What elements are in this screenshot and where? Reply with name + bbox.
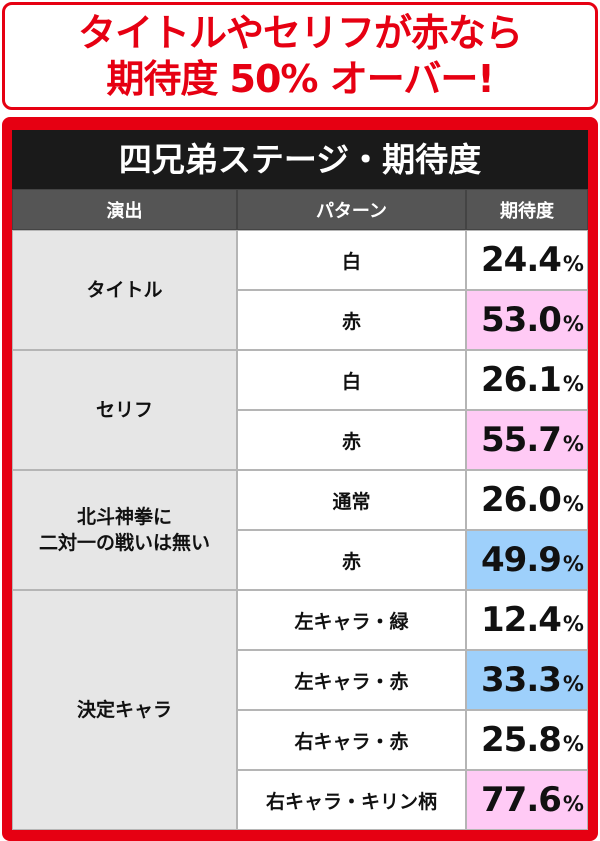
pattern-cell: 通常 — [237, 470, 466, 530]
effect-text-line-2: 二対一の戦いは無い — [38, 532, 210, 554]
percent-unit: % — [562, 312, 584, 336]
value-cell: 25.8% — [466, 710, 588, 770]
pattern-cell: 左キャラ・緑 — [237, 590, 466, 650]
effect-cell-hokuto: 北斗神拳に 二対一の戦いは無い — [12, 470, 237, 590]
value-number: 77.6 — [481, 780, 562, 820]
value-number: 33.3 — [481, 660, 562, 700]
column-header-effect: 演出 — [12, 189, 237, 230]
pattern-cell: 右キャラ・キリン柄 — [237, 770, 466, 830]
value-cell: 24.4% — [466, 230, 588, 290]
value-number: 49.9 — [481, 540, 562, 580]
percent-unit: % — [562, 732, 584, 756]
percent-unit: % — [562, 432, 584, 456]
value-cell: 12.4% — [466, 590, 588, 650]
value-number: 26.1 — [481, 360, 562, 400]
column-header-pattern: パターン — [237, 189, 466, 230]
value-cell-highlighted: 53.0% — [466, 290, 588, 350]
value-number: 25.8 — [481, 720, 562, 760]
value-cell-highlighted: 55.7% — [466, 410, 588, 470]
value-cell: 26.0% — [466, 470, 588, 530]
effect-cell-decided-character: 決定キャラ — [12, 590, 237, 830]
effect-cell-serif: セリフ — [12, 350, 237, 470]
pattern-cell: 白 — [237, 230, 466, 290]
column-header-expectation: 期待度 — [466, 189, 588, 230]
pattern-cell: 赤 — [237, 290, 466, 350]
percent-unit: % — [562, 552, 584, 576]
percent-unit: % — [562, 672, 584, 696]
value-cell-highlighted: 77.6% — [466, 770, 588, 830]
percent-unit: % — [562, 612, 584, 636]
value-number: 26.0 — [481, 480, 562, 520]
pattern-cell: 赤 — [237, 530, 466, 590]
pattern-cell: 白 — [237, 350, 466, 410]
percent-unit: % — [562, 372, 584, 396]
percent-unit: % — [562, 792, 584, 816]
value-cell: 26.1% — [466, 350, 588, 410]
value-cell-highlighted: 49.9% — [466, 530, 588, 590]
effect-text-line-1: 北斗神拳に — [76, 506, 172, 528]
pattern-cell: 赤 — [237, 410, 466, 470]
pattern-cell: 右キャラ・赤 — [237, 710, 466, 770]
pattern-cell: 左キャラ・赤 — [237, 650, 466, 710]
value-number: 53.0 — [481, 300, 562, 340]
percent-unit: % — [562, 492, 584, 516]
value-cell-highlighted: 33.3% — [466, 650, 588, 710]
headline-line-1: タイトルやセリフが赤なら — [77, 11, 523, 55]
headline-box: タイトルやセリフが赤なら 期待度 50% オーバー! — [2, 2, 598, 110]
value-number: 24.4 — [481, 240, 562, 280]
table-title: 四兄弟ステージ・期待度 — [12, 130, 588, 189]
value-number: 55.7 — [481, 420, 562, 460]
effect-cell-title: タイトル — [12, 230, 237, 350]
headline-line-2: 期待度 50% オーバー! — [106, 57, 494, 101]
percent-unit: % — [562, 252, 584, 276]
value-number: 12.4 — [481, 600, 562, 640]
